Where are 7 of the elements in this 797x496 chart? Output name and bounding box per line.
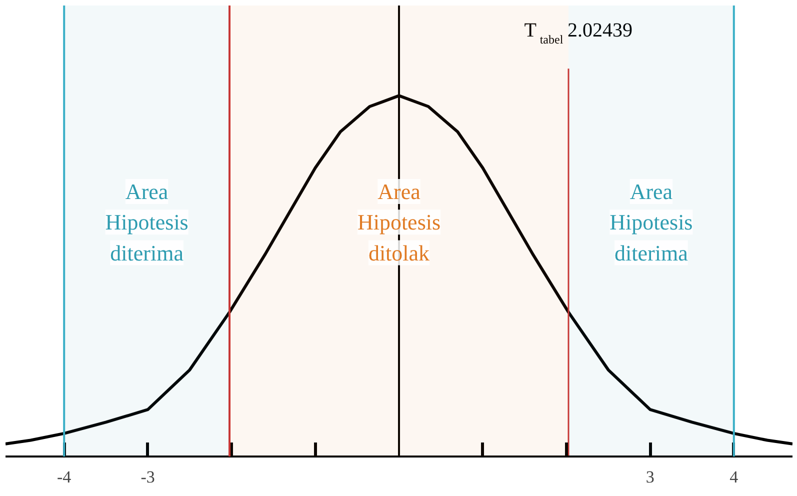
band-label: Area Hipotesis diterima bbox=[105, 178, 188, 266]
band-label: Area Hipotesis ditolak bbox=[357, 178, 441, 266]
band-label: Area Hipotesis diterima bbox=[610, 178, 693, 266]
x-tick-label: -3 bbox=[140, 468, 155, 486]
x-tick-label: 4 bbox=[730, 468, 739, 486]
x-tick-label: -4 bbox=[57, 468, 72, 486]
x-tick-label: 3 bbox=[646, 468, 654, 486]
